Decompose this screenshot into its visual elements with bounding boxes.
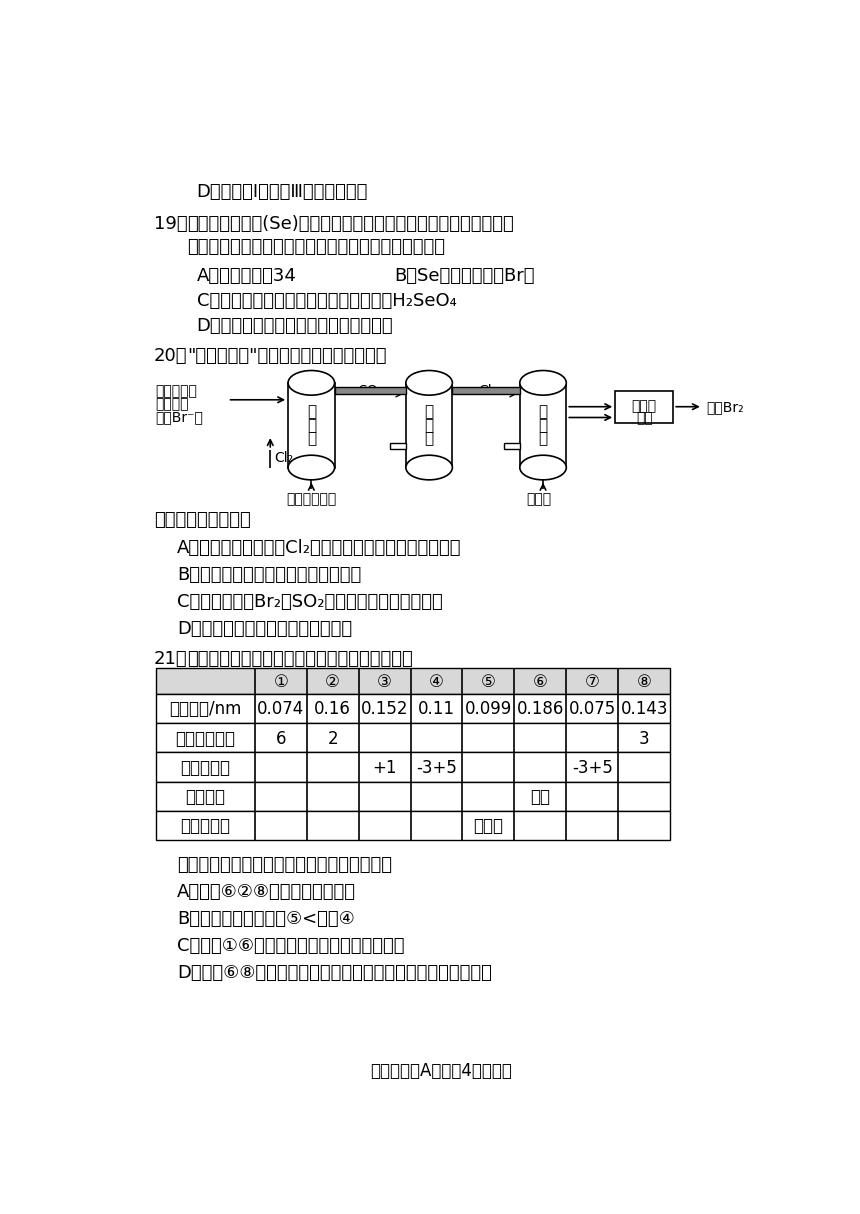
Text: 馏: 馏 <box>538 418 548 432</box>
Bar <box>406 382 452 467</box>
Text: 结合表中的有关信息，推断下列说法正确的是: 结合表中的有关信息，推断下列说法正确的是 <box>177 856 392 874</box>
Text: 3: 3 <box>639 730 649 748</box>
Bar <box>156 811 670 840</box>
Text: 0.143: 0.143 <box>620 700 668 719</box>
Text: （含Br⁻）: （含Br⁻） <box>156 410 204 425</box>
Text: ⑦: ⑦ <box>585 673 599 691</box>
Text: ④: ④ <box>429 673 444 691</box>
Ellipse shape <box>406 455 452 480</box>
Text: 黄绿色: 黄绿色 <box>473 817 503 835</box>
Text: ①: ① <box>273 673 288 691</box>
Text: +1: +1 <box>372 759 396 777</box>
Bar <box>288 382 335 467</box>
Bar <box>390 443 406 449</box>
Text: 冷凝、: 冷凝、 <box>631 399 657 413</box>
Text: 现在含有元素硒(Se)的保健品已经开始进入市场，已知硒元素与氧: 现在含有元素硒(Se)的保健品已经开始进入市场，已知硒元素与氧 <box>187 215 514 233</box>
Text: 0.11: 0.11 <box>418 700 455 719</box>
Bar <box>156 694 670 724</box>
Text: 蒸: 蒸 <box>538 404 548 419</box>
Text: 0.16: 0.16 <box>314 700 351 719</box>
Text: -3+5: -3+5 <box>572 759 612 777</box>
Text: 塔: 塔 <box>425 431 433 447</box>
Text: 黄色: 黄色 <box>531 788 550 806</box>
Bar <box>156 724 670 753</box>
Text: 6: 6 <box>275 730 286 748</box>
Bar <box>156 668 670 694</box>
Text: SO₂: SO₂ <box>359 385 384 398</box>
Text: A．原子序数为34: A．原子序数为34 <box>197 267 297 284</box>
Text: D．从状态Ⅰ到状态Ⅲ，有能量放出: D．从状态Ⅰ到状态Ⅲ，有能量放出 <box>197 182 368 200</box>
Text: 精馏: 精馏 <box>636 412 653 425</box>
Text: 浓缩、酸化: 浓缩、酸化 <box>156 385 198 398</box>
Ellipse shape <box>288 455 335 480</box>
Text: "空气吹出法"海水提溴的工艺流程如下：: "空气吹出法"海水提溴的工艺流程如下： <box>187 347 387 365</box>
Ellipse shape <box>288 370 335 396</box>
Text: 吸: 吸 <box>425 404 433 419</box>
Text: 0.075: 0.075 <box>568 700 616 719</box>
Text: -3+5: -3+5 <box>416 759 457 777</box>
Bar <box>615 391 673 422</box>
Text: ③: ③ <box>378 673 392 691</box>
Ellipse shape <box>406 370 452 396</box>
Bar <box>519 382 566 467</box>
Text: C．元素①⑥形成的化合物一定为离子化合物: C．元素①⑥形成的化合物一定为离子化合物 <box>177 937 405 955</box>
Text: 出: 出 <box>307 418 316 432</box>
Text: 21．: 21． <box>154 649 187 668</box>
Text: 焉色反应: 焉色反应 <box>185 788 225 806</box>
Text: C．在吸收塔中Br₂与SO₂发生反应以达到富集目的: C．在吸收塔中Br₂与SO₂发生反应以达到富集目的 <box>177 594 443 611</box>
Text: 0.186: 0.186 <box>517 700 564 719</box>
Ellipse shape <box>519 455 566 480</box>
Text: 0.099: 0.099 <box>464 700 512 719</box>
Text: A．元素⑥②⑧的金属性逐渐增强: A．元素⑥②⑧的金属性逐渐增强 <box>177 884 356 901</box>
Text: 20．: 20． <box>154 347 187 365</box>
Bar <box>335 387 406 395</box>
Text: 2: 2 <box>328 730 338 748</box>
Text: 塔: 塔 <box>307 431 316 447</box>
Text: 0.074: 0.074 <box>257 700 304 719</box>
Text: Cl₂: Cl₂ <box>478 385 497 398</box>
Text: 下列说法不正确的是: 下列说法不正确的是 <box>154 511 251 529</box>
Text: 几种短周期元素的原子半径及主要化合价如下表: 几种短周期元素的原子半径及主要化合价如下表 <box>187 649 413 668</box>
Text: B．Se的非金属性比Br强: B．Se的非金属性比Br强 <box>394 267 535 284</box>
Text: C．最高价氧化物对应水化物的分子式为H₂SeO₄: C．最高价氧化物对应水化物的分子式为H₂SeO₄ <box>197 293 457 310</box>
Text: D．从蒸馏塔中出来后的操作为萃取: D．从蒸馏塔中出来后的操作为萃取 <box>177 620 353 639</box>
Text: B．元素的非金属性：⑤<　　④: B．元素的非金属性：⑤< ④ <box>177 910 355 929</box>
Text: ②: ② <box>325 673 340 691</box>
Text: 单质的颜色: 单质的颜色 <box>180 817 230 835</box>
Bar <box>156 782 670 811</box>
Text: D．气态氢化物的稳定性比硫化氢气体弱: D．气态氢化物的稳定性比硫化氢气体弱 <box>197 317 393 335</box>
Bar <box>156 753 670 782</box>
Text: A．向浓缩海水中通入Cl₂时，溴元素的化合价升高被氧化: A．向浓缩海水中通入Cl₂时，溴元素的化合价升高被氧化 <box>177 539 462 557</box>
Text: 高一化学（A卷）第4页共８页: 高一化学（A卷）第4页共８页 <box>370 1062 512 1080</box>
Text: ⑤: ⑤ <box>481 673 496 691</box>
Bar <box>452 387 519 395</box>
Text: 吹: 吹 <box>307 404 316 419</box>
Bar <box>504 443 519 449</box>
Text: ⑧: ⑧ <box>636 673 652 691</box>
Text: 空气、水蒸气: 空气、水蒸气 <box>286 492 337 506</box>
Text: 元素同族，与钾元素同周期，关于硒的说法不正确的是: 元素同族，与钾元素同周期，关于硒的说法不正确的是 <box>187 238 445 256</box>
Text: 0.152: 0.152 <box>361 700 408 719</box>
Text: 水蒸气: 水蒸气 <box>526 492 551 506</box>
Text: 最外层电子数: 最外层电子数 <box>175 730 235 748</box>
Ellipse shape <box>519 370 566 396</box>
Text: 常见化合价: 常见化合价 <box>180 759 230 777</box>
Text: 后的海水: 后的海水 <box>156 397 189 412</box>
Text: 收: 收 <box>425 418 433 432</box>
Text: 原子半径/nm: 原子半径/nm <box>169 700 242 719</box>
Text: ⑥: ⑥ <box>533 673 548 691</box>
Text: 产品Br₂: 产品Br₂ <box>706 401 743 414</box>
Text: 塔: 塔 <box>538 431 548 447</box>
Text: D．元素⑥⑧的最高价氧化物对应的水化物之间不可能发生反应: D．元素⑥⑧的最高价氧化物对应的水化物之间不可能发生反应 <box>177 964 492 982</box>
Text: 19．: 19． <box>154 215 187 233</box>
Text: Cl₂: Cl₂ <box>274 452 293 465</box>
Text: B．空气吹出法利用了溴单质的挥发性: B．空气吹出法利用了溴单质的挥发性 <box>177 566 361 584</box>
